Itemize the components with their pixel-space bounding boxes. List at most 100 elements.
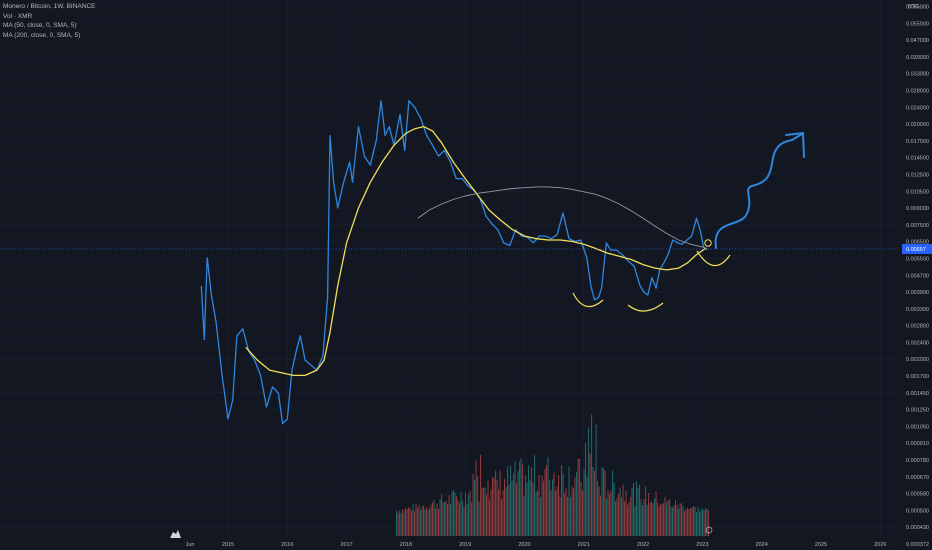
volume-bar	[456, 496, 458, 536]
y-tick-label: 0.001250	[906, 408, 929, 414]
volume-bar	[495, 470, 497, 536]
volume-bar	[645, 486, 647, 536]
volume-bar	[636, 481, 638, 536]
volume-bar	[675, 499, 677, 536]
volume-bar	[469, 490, 471, 536]
x-tick-label: Jun	[186, 542, 195, 548]
volume-bar	[489, 499, 491, 536]
volume-bar	[508, 484, 510, 536]
ma200-legend[interactable]: MA (200, close, 0, SMA, 5)	[3, 31, 81, 39]
volume-bar	[492, 477, 494, 536]
volume-bar	[480, 454, 482, 536]
volume-bar	[523, 496, 525, 536]
volume-bar	[678, 508, 680, 536]
ma50-line[interactable]	[245, 125, 706, 377]
drawn-left-shoulder-arc[interactable]	[572, 292, 604, 308]
x-tick-label: 2024	[756, 542, 768, 548]
volume-bar	[630, 496, 632, 536]
currency-label: BTC	[908, 4, 919, 10]
volume-bar	[490, 489, 492, 536]
y-tick-label: 0.010500	[906, 189, 929, 195]
y-tick-label: 0.006500	[906, 240, 929, 246]
volume-bar	[670, 506, 672, 536]
volume-bar	[532, 482, 534, 536]
volume-bar	[531, 467, 533, 536]
volume-bar	[700, 510, 702, 536]
volume-bar	[655, 491, 657, 536]
symbol-title[interactable]: Monero / Bitcoin, 1W, BINANCE	[3, 3, 96, 10]
volume-bar	[426, 507, 428, 536]
volume-bar	[411, 511, 413, 536]
volume-bar	[478, 501, 480, 536]
ma50-legend[interactable]: MA (50, close, 0, SMA, 5)	[3, 22, 77, 29]
volume-bar	[651, 501, 653, 536]
price-line[interactable]	[200, 100, 708, 425]
drawn-marker-circle[interactable]	[704, 239, 712, 247]
volume-bar	[481, 487, 483, 536]
volume-bar	[397, 512, 399, 536]
volume-bar	[564, 493, 566, 536]
tradingview-logo-icon[interactable]	[170, 530, 181, 538]
drawn-right-shoulder-arc[interactable]	[696, 250, 731, 267]
volume-bar	[468, 494, 470, 536]
volume-bar	[597, 480, 599, 536]
volume-bar	[652, 503, 654, 536]
time-axis[interactable]: Jun 2015 2016 2017 2018 2019 2020 2021 2022 2023 2…	[186, 542, 887, 548]
volume-bar	[471, 502, 473, 536]
volume-bar	[615, 501, 617, 536]
volume-bar	[561, 464, 563, 536]
volume-bar	[424, 509, 426, 536]
x-tick-label: 2026	[874, 542, 886, 548]
volume-bar	[474, 479, 476, 536]
y-tick-label: 0.000670	[906, 475, 929, 481]
ma200-line[interactable]	[417, 186, 708, 249]
volume-bar	[418, 505, 420, 536]
volume-bar	[462, 500, 464, 536]
volume-bar	[673, 505, 675, 536]
volume-bar	[697, 506, 699, 536]
volume-bar	[622, 484, 624, 536]
volume-bar	[703, 510, 705, 536]
volume-bar	[660, 503, 662, 536]
volume-bar	[528, 465, 530, 536]
volume-bar	[648, 492, 650, 536]
legend: Monero / Bitcoin, 1W, BINANCE Vol · XMR …	[3, 2, 95, 40]
volume-bar	[577, 458, 579, 536]
y-tick-label: 0.012500	[906, 172, 929, 178]
drawn-projection-curve[interactable]	[714, 133, 803, 249]
volume-bar	[441, 494, 443, 536]
volume-bar	[430, 504, 432, 536]
volume-bar	[654, 498, 656, 536]
y-tick-label: 0.001050	[906, 424, 929, 430]
volume-bar	[505, 486, 507, 536]
volume-bar	[607, 490, 609, 536]
volume-bar	[627, 504, 629, 536]
volume-bar	[501, 499, 503, 536]
volume-bar	[676, 505, 678, 536]
y-tick-label: 0.002800	[906, 324, 929, 330]
volume-bar	[415, 503, 417, 536]
volume-bar	[399, 510, 401, 536]
volume-bar	[637, 487, 639, 536]
drawn-arrow-head-icon[interactable]	[785, 132, 805, 158]
volume-bar	[544, 468, 546, 536]
price-axis[interactable]: 0.065000 0.055000 0.047000 0.039000 0.033000…	[902, 4, 932, 548]
volume-bar	[691, 507, 693, 536]
volume-legend[interactable]: Vol · XMR	[3, 12, 33, 20]
volume-bar	[694, 506, 696, 536]
volume-bar	[439, 499, 441, 536]
drawn-head-arc[interactable]	[627, 302, 664, 312]
volume-bar	[405, 508, 407, 536]
volume-bar	[543, 480, 545, 536]
volume-bar	[520, 458, 522, 536]
volume-bar	[402, 509, 404, 536]
volume-bar	[514, 461, 516, 536]
volume-bar	[504, 478, 506, 536]
volume-bar	[570, 497, 572, 536]
volume-bar	[663, 502, 665, 536]
volume-bar	[472, 473, 474, 536]
event-flag-icon[interactable]	[705, 526, 713, 534]
volume-bar	[666, 502, 668, 536]
y-tick-label: 0.007500	[906, 223, 929, 229]
